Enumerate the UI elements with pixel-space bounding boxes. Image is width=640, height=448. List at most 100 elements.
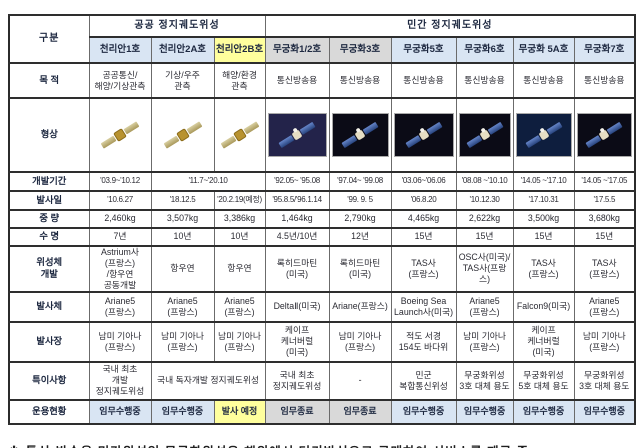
launch-date-cell: '06.8.20: [390, 189, 457, 211]
purpose-cell: 통신방송용: [573, 62, 636, 99]
launch-date-cell: '99. 9. 5: [328, 189, 392, 211]
satellite-name-header: 무궁화 5A호: [512, 36, 575, 64]
solar-panel-icon: [524, 135, 541, 149]
site-cell: 남미 기아나 (프랑스): [573, 320, 636, 363]
row-label-site: 발사장: [8, 320, 90, 363]
launch-date-cell: '20.2.19(예정): [213, 189, 266, 211]
lifespan-cell: 4.5년/10년: [264, 226, 330, 247]
status-badge: 임무수행중: [390, 398, 457, 425]
table-row: 발사체 Ariane5 (프랑스) Ariane5 (프랑스) Ariane5 …: [8, 290, 636, 323]
site-cell: 남미 기아나 (프랑스): [150, 320, 215, 363]
solar-panel-icon: [100, 135, 117, 149]
footnote: ※ 통신·방송용 민간위성인 무궁화위성은 해외에서 턴키방식으로 구매하여 서…: [8, 441, 640, 448]
dev-period-cell: '92.05~ '95.08: [264, 170, 330, 192]
dev-period-cell: '14.05 ~'17.05: [573, 170, 636, 192]
dev-period-cell: '03.9~'10.12: [88, 170, 152, 192]
satellite-image: [458, 112, 511, 157]
weight-cell: 1,464kg: [264, 208, 330, 229]
vehicle-cell: Boeing Sea Launch사(미국): [390, 290, 457, 323]
solar-panel-icon: [185, 121, 202, 135]
weight-cell: 2,460kg: [88, 208, 152, 229]
row-label-vehicle: 발사체: [8, 290, 90, 323]
weight-cell: 3,680kg: [573, 208, 636, 229]
satellite-image: [393, 112, 454, 157]
satellite-image: [215, 111, 265, 158]
solar-panel-icon: [243, 121, 259, 135]
lifespan-cell: 10년: [150, 226, 215, 247]
status-badge: 임무수행중: [150, 398, 215, 425]
dev-period-cell: '14.05 ~'17.10: [512, 170, 575, 192]
shape-cell: [150, 97, 215, 173]
satellite-image: [576, 112, 633, 157]
weight-cell: 2,790kg: [328, 208, 392, 229]
status-badge: 임무수행중: [512, 398, 575, 425]
satellite-icon: [404, 121, 443, 149]
satellite-icon: [585, 121, 623, 149]
solar-panel-icon: [278, 135, 295, 149]
satellite-icon: [278, 121, 316, 149]
purpose-cell: 통신방송용: [264, 62, 330, 99]
satellite-icon: [100, 120, 141, 151]
site-cell: 남미 기아나 (프랑스): [328, 320, 392, 363]
developer-cell: OSC사(미국)/ TAS사(프랑스): [455, 244, 514, 293]
shape-cell: [455, 97, 514, 173]
solar-panel-icon: [220, 135, 237, 149]
table-row: 형상: [8, 97, 636, 173]
satellite-name-header: 무궁화6호: [455, 36, 514, 64]
developer-cell: TAS사 (프랑스): [390, 244, 457, 293]
table-row: 개발기간 '03.9~'10.12 '11.7~'20.10 '92.05~ '…: [8, 170, 636, 192]
purpose-cell: 통신방송용: [455, 62, 514, 99]
row-label-shape: 형상: [8, 97, 90, 173]
weight-cell: 2,622kg: [455, 208, 514, 229]
weight-cell: 4,465kg: [390, 208, 457, 229]
vehicle-cell: DeltaⅡ(미국): [264, 290, 330, 323]
notes-cell: 민군 복합통신위성: [390, 360, 457, 401]
notes-cell: 무궁화위성 5호 대체 용도: [512, 360, 575, 401]
lifespan-cell: 12년: [328, 226, 392, 247]
developer-cell: TAS사 (프랑스): [573, 244, 636, 293]
group-header-private: 민간 정지궤도위성: [264, 14, 636, 38]
lifespan-cell: 7년: [88, 226, 152, 247]
lifespan-cell: 15년: [390, 226, 457, 247]
developer-cell: 항우연: [150, 244, 215, 293]
row-label-dev-period: 개발기간: [8, 170, 90, 192]
satellite-icon: [465, 121, 504, 149]
purpose-cell: 해양/환경 관측: [213, 62, 266, 99]
table-row: 구분 공공 정지궤도위성 민간 정지궤도위성: [8, 14, 636, 64]
table-row: 특이사항 국내 최초 개발 정지궤도위성 국내 독자개발 정지궤도위성 국내 최…: [8, 360, 636, 401]
dev-period-cell: '03.06~'06.06: [390, 170, 457, 192]
satellite-name-header: 무궁화1/2호: [264, 36, 330, 64]
satellite-name-header: 천리안2B호: [213, 36, 266, 64]
vehicle-cell: Ariane5 (프랑스): [213, 290, 266, 323]
solar-panel-icon: [123, 121, 140, 135]
solar-panel-icon: [546, 121, 563, 135]
status-badge: 임무수행중: [88, 398, 152, 425]
lifespan-cell: 15년: [455, 226, 514, 247]
satellite-icon: [162, 120, 203, 151]
purpose-cell: 통신방송용: [512, 62, 575, 99]
row-label-developer: 위성체 개발: [8, 244, 90, 293]
weight-cell: 3,386kg: [213, 208, 266, 229]
launch-date-cell: '17.10.31: [512, 189, 575, 211]
notes-cell: 국내 최초 정지궤도위성: [264, 360, 330, 401]
table-row: 발사장 남미 기아나 (프랑스) 남미 기아나 (프랑스) 남미 기아나 (프랑…: [8, 320, 636, 363]
purpose-cell: 기상/우주 관측: [150, 62, 215, 99]
vehicle-cell: Ariane5 (프랑스): [88, 290, 152, 323]
developer-cell: 록히드마틴 (미국): [264, 244, 330, 293]
solar-panel-icon: [465, 135, 482, 149]
satellite-name-header: 무궁화7호: [573, 36, 636, 64]
row-label-lifespan: 수 명: [8, 226, 90, 247]
dev-period-cell-merged: '11.7~'20.10: [150, 170, 266, 192]
vehicle-cell: Ariane5 (프랑스): [455, 290, 514, 323]
solar-panel-icon: [299, 121, 316, 135]
status-badge: 임무수행중: [573, 398, 636, 425]
vehicle-cell: Falcon9(미국): [512, 290, 575, 323]
satellite-comparison-table: 구분 공공 정지궤도위성 민간 정지궤도위성 천리안1호 천리안2A호 천리안2…: [8, 14, 637, 425]
satellite-image: [331, 112, 389, 157]
developer-cell: 항우연: [213, 244, 266, 293]
notes-cell: 국내 최초 개발 정지궤도위성: [88, 360, 152, 401]
table-row: 중 량 2,460kg 3,507kg 3,386kg 1,464kg 2,79…: [8, 208, 636, 229]
solar-panel-icon: [163, 135, 180, 149]
lifespan-cell: 15년: [573, 226, 636, 247]
developer-cell: TAS사 (프랑스): [512, 244, 575, 293]
